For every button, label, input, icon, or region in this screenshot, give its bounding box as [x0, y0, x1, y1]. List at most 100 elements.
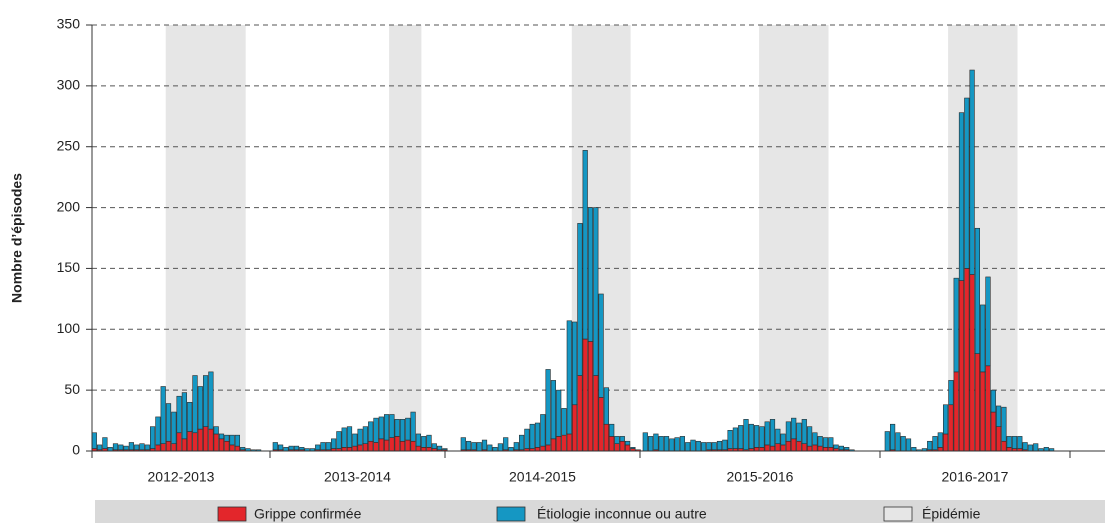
bar: [828, 447, 834, 452]
bar: [582, 338, 588, 452]
bar: [780, 444, 786, 452]
bar: [540, 414, 546, 447]
bar: [942, 433, 949, 452]
bar: [801, 419, 807, 444]
bar: [383, 414, 390, 441]
bar: [937, 447, 943, 452]
bar: [171, 411, 177, 444]
bar: [614, 443, 620, 452]
bar: [1033, 443, 1039, 452]
bar: [1001, 406, 1007, 442]
bar: [394, 419, 400, 437]
bar: [593, 207, 599, 376]
bar: [352, 433, 358, 447]
bar: [796, 422, 802, 442]
bar: [352, 445, 358, 452]
bar: [577, 223, 583, 376]
bar: [969, 274, 975, 452]
bar: [176, 432, 182, 452]
bar: [112, 443, 119, 451]
bar: [658, 436, 664, 452]
y-tick-label: 50: [64, 381, 80, 397]
bar: [534, 447, 541, 452]
bar: [598, 293, 604, 398]
bar: [399, 440, 406, 452]
bar: [743, 419, 749, 451]
bar: [139, 443, 145, 451]
bar: [383, 439, 390, 452]
bar: [974, 227, 980, 354]
bar: [769, 445, 776, 452]
bar: [838, 445, 844, 451]
bar: [619, 440, 625, 452]
bar: [812, 432, 818, 446]
bar: [272, 442, 278, 451]
bar: [948, 404, 954, 452]
bar: [181, 392, 188, 440]
bar: [187, 402, 193, 432]
bar: [394, 436, 400, 452]
bar: [471, 442, 477, 451]
bar: [990, 411, 996, 452]
bar: [218, 438, 225, 452]
bar: [587, 341, 594, 452]
bar: [822, 437, 829, 448]
bar: [405, 417, 411, 441]
y-tick-label: 200: [57, 198, 81, 214]
bar: [911, 447, 917, 452]
legend-label: Étiologie inconnue ou autre: [537, 506, 707, 522]
bar: [969, 69, 975, 275]
bar: [577, 375, 583, 452]
bar: [727, 430, 733, 449]
bar: [192, 432, 198, 452]
bar: [410, 440, 416, 452]
bar: [389, 437, 395, 452]
legend-label: Grippe confirmée: [254, 506, 362, 522]
bar: [695, 440, 701, 452]
bar: [958, 280, 965, 452]
bar: [964, 97, 970, 269]
y-tick-label: 100: [57, 320, 81, 336]
bar: [690, 439, 696, 452]
bar: [399, 419, 406, 442]
bar: [160, 443, 166, 452]
x-tick-label: 2015-2016: [727, 469, 794, 485]
bar: [775, 443, 781, 452]
bar: [619, 436, 625, 442]
bar: [545, 369, 551, 446]
bar: [674, 437, 680, 452]
bar: [1027, 444, 1033, 452]
bar: [229, 434, 235, 446]
bar: [442, 448, 448, 451]
bar: [571, 404, 578, 452]
bar: [556, 389, 562, 437]
bar: [1006, 436, 1012, 448]
bar: [550, 380, 556, 440]
bar: [785, 440, 791, 452]
epidemic-span: [389, 25, 422, 451]
bar: [566, 433, 572, 452]
bar: [780, 433, 786, 446]
bar: [518, 434, 525, 451]
bar: [421, 447, 427, 452]
bar: [299, 447, 305, 451]
y-axis-label: Nombre d’épisodes: [9, 173, 25, 303]
bar: [362, 426, 369, 444]
bar: [937, 432, 943, 448]
bar: [283, 447, 289, 452]
bar: [181, 438, 188, 452]
bar: [722, 439, 728, 451]
bar: [706, 442, 712, 451]
bar: [368, 421, 374, 442]
bar: [953, 277, 959, 373]
epidemic-span: [759, 25, 829, 451]
bar: [791, 417, 797, 440]
bar: [203, 375, 209, 427]
legend-background: [95, 500, 1105, 523]
bar: [791, 438, 797, 452]
bar: [203, 426, 209, 452]
bar: [927, 440, 933, 451]
bar: [753, 425, 760, 448]
legend-swatch: [883, 506, 913, 522]
bar: [889, 423, 896, 451]
